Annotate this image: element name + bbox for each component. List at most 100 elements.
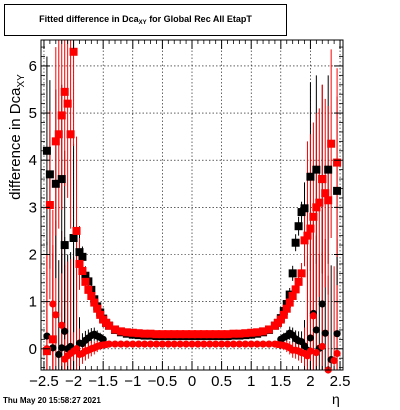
data-point-square [315,198,324,207]
data-point-square [291,285,300,294]
data-point-circle [259,340,267,348]
y-axis-label-text: difference in Dca [7,87,24,200]
data-point-square [324,196,333,205]
data-point-square [57,175,66,184]
data-point-circle [43,332,51,340]
data-point-circle [111,340,119,348]
x-tick-label: 2 [306,373,314,390]
y-tick-label: 6 [29,58,37,75]
data-point-square [51,137,60,146]
data-point-square [291,238,300,247]
data-point-circle [129,340,137,348]
data-point-square [223,330,232,339]
data-point-square [300,236,309,245]
data-point-square [96,310,105,319]
y-tick-label: 2 [29,247,37,264]
data-point-circle [206,340,214,348]
data-point-circle [194,340,202,348]
data-point-circle [49,300,57,308]
data-point-square [211,330,220,339]
data-point-circle [52,311,60,319]
data-point-square [54,130,63,139]
data-point-circle [218,340,226,348]
data-point-square [182,330,191,339]
data-point-square [57,111,66,120]
data-point-square [93,304,102,313]
data-point-square [235,329,244,338]
data-point-circle [253,340,261,348]
axis-ticks [41,40,343,370]
data-point-square [247,328,256,337]
data-point-circle [72,345,81,353]
data-point-square [241,329,250,338]
data-point-square [72,226,81,235]
data-point-circle [135,340,143,348]
data-point-square [158,330,167,339]
title-subscript: XY [138,20,147,26]
data-point-circle [58,321,66,329]
data-point-square [146,329,155,338]
data-point-circle [158,340,166,348]
data-point-square [81,271,90,280]
data-point-square [45,170,54,179]
data-point-square [288,269,297,278]
data-point-square [321,189,330,198]
data-point-circle [318,300,326,308]
y-axis-label-subscript: XY [16,74,27,88]
data-point-square [205,330,214,339]
tick-labels: −2.5 −2 −1.5 −1 −0.5 0 0.5 1 1.5 2 2.5 0 1 2 3 4 5 6 [29,58,351,390]
data-point-circle [176,340,184,348]
data-point-circle [164,340,172,348]
y-tick-label: 3 [29,199,37,216]
data-point-square [105,321,114,330]
data-point-square [111,325,120,334]
data-point-square [288,291,297,300]
data-point-square [122,328,131,337]
data-point-circle [306,334,315,342]
data-point-circle [235,340,243,348]
data-point-circle [229,340,238,348]
data-point-circle [117,340,125,348]
data-point-square [140,329,149,338]
data-point-square [294,277,303,286]
data-point-square [188,330,196,339]
data-point-circle [318,342,326,351]
x-tick-label: 1.5 [270,373,291,390]
data-point-square [128,328,137,337]
data-point-square [312,165,321,174]
data-point-square [199,330,208,339]
data-point-square [306,224,315,233]
data-point-square [282,304,291,313]
data-point-square [90,298,99,307]
data-markers [42,47,342,374]
data-point-square [75,259,84,268]
y-tick-label: 5 [29,105,37,122]
data-point-square [48,335,57,344]
data-point-square [333,186,342,195]
data-point-square [217,330,226,339]
data-point-square [164,330,173,339]
grid-lines [41,40,343,370]
data-point-square [60,87,69,96]
chart-title: Fitted difference in DcaXY for Global Re… [5,14,286,26]
data-point-square [300,204,309,213]
data-point-circle [170,340,178,348]
data-point-circle [188,340,196,348]
data-point-circle [333,349,341,358]
data-point-square [78,252,87,261]
data-point-square [253,328,262,337]
data-point-square [193,330,202,339]
title-box: Fitted difference in DcaXY for Global Re… [4,4,287,36]
data-point-square [264,325,273,334]
data-point-circle [123,340,131,348]
data-point-circle [105,340,113,348]
x-tick-label: 0.5 [211,373,232,390]
data-point-square [276,315,285,324]
x-tick-label: −2.5 [29,373,59,390]
data-point-circle [55,350,63,359]
data-point-square [285,298,294,307]
data-point-square [69,234,78,242]
data-point-square [152,330,161,339]
x-tick-label: −1.5 [88,373,118,390]
data-point-square [306,172,315,181]
